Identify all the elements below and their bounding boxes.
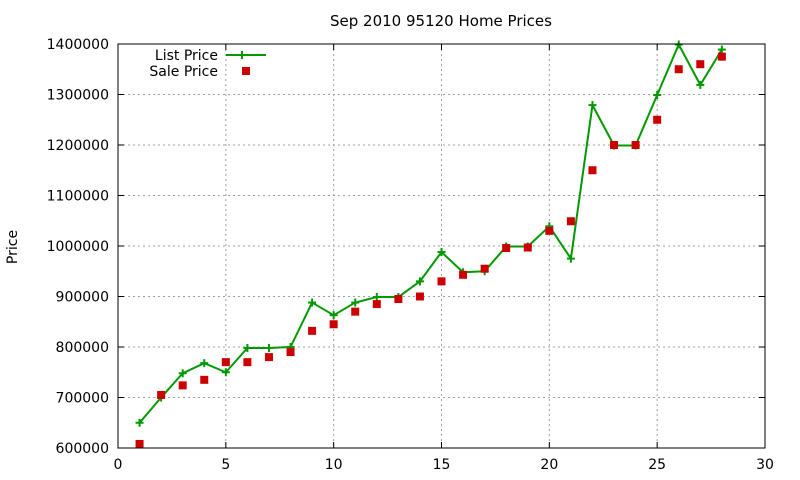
sale-price-point <box>523 243 532 252</box>
y-tick-label: 700000 <box>56 391 109 407</box>
y-tick-label: 800000 <box>56 340 109 356</box>
legend-swatch-sale-price <box>242 67 250 75</box>
sale-price-point <box>653 115 662 124</box>
sale-price-point <box>717 52 726 61</box>
series <box>135 40 726 448</box>
list-price-point <box>372 293 381 302</box>
list-price-point <box>308 298 317 307</box>
list-price-point <box>653 91 662 100</box>
sale-price-point <box>286 348 295 357</box>
y-tick-label: 1000000 <box>47 239 109 255</box>
list-price-point <box>415 277 424 286</box>
sale-price-point <box>329 320 338 329</box>
y-tick-label: 1300000 <box>47 88 109 104</box>
sale-price-point <box>372 300 381 309</box>
sale-price-point <box>221 358 230 367</box>
x-tick-label: 30 <box>756 457 774 473</box>
sale-price-point <box>243 358 252 367</box>
sale-price-point <box>696 60 705 69</box>
grid <box>118 44 765 448</box>
sale-price-point <box>545 226 554 235</box>
chart-title: Sep 2010 95120 Home Prices <box>330 12 552 30</box>
y-tick-label: 1200000 <box>47 138 109 154</box>
y-axis-label: Price <box>5 230 21 264</box>
sale-price-point <box>308 326 317 335</box>
axes: 600000 700000 800000 900000 1000000 1100000 12… <box>47 37 774 473</box>
sale-price-point <box>674 65 683 74</box>
list-price-point <box>221 368 230 377</box>
list-price-point <box>588 101 597 110</box>
sale-price-point <box>631 141 640 149</box>
y-tick-label: 600000 <box>56 441 109 457</box>
x-tick-label: 15 <box>433 457 451 473</box>
sale-price-point <box>480 264 489 273</box>
sale-price-point <box>351 307 360 316</box>
sale-price-point <box>566 217 575 226</box>
plot-frame <box>117 43 766 449</box>
list-price-point <box>717 45 726 54</box>
list-price-point <box>243 344 252 353</box>
sale-price-point <box>502 244 511 253</box>
x-tick-label: 25 <box>648 457 666 473</box>
sale-price-point <box>135 439 144 448</box>
sale-price-point <box>437 277 446 286</box>
y-tick-label: 900000 <box>56 290 109 306</box>
list-price-point <box>178 369 187 378</box>
list-price-point <box>696 80 705 89</box>
list-price-point <box>329 311 338 320</box>
sale-price-point <box>264 353 273 362</box>
sale-price-point <box>394 295 403 304</box>
legend-label-sale-price: Sale Price <box>149 64 218 80</box>
x-tick-label: 5 <box>221 457 230 473</box>
list-price-line <box>138 43 723 424</box>
sale-price-point <box>200 375 209 384</box>
x-tick-label: 0 <box>114 457 123 473</box>
list-price-point <box>566 254 575 263</box>
legend-label-list-price: List Price <box>155 48 218 64</box>
y-tick-label: 1400000 <box>47 37 109 53</box>
list-price-point <box>135 418 144 427</box>
sale-price-point <box>157 390 166 399</box>
sale-price-point <box>588 166 597 175</box>
y-tick-label: 1100000 <box>47 189 109 205</box>
list-price-point <box>200 359 209 368</box>
x-tick-label: 20 <box>540 457 558 473</box>
list-price-point <box>264 344 273 353</box>
sale-price-point <box>415 292 424 301</box>
sale-price-point <box>178 381 187 390</box>
list-price-point <box>437 248 446 257</box>
sale-price-point <box>610 141 619 149</box>
list-price-point <box>674 40 683 49</box>
x-tick-label: 10 <box>325 457 343 473</box>
list-price-point <box>351 298 360 307</box>
sale-price-point <box>459 270 468 279</box>
